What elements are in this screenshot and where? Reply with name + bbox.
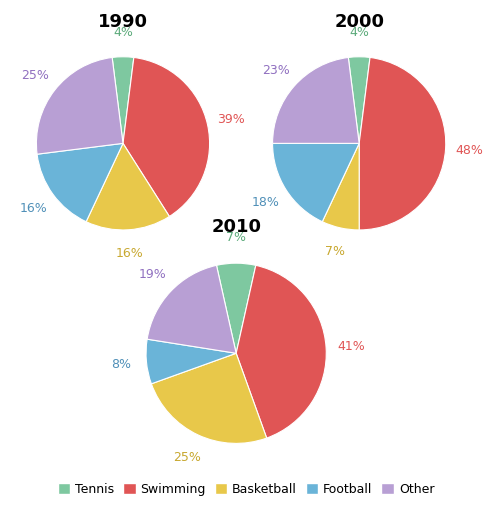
Text: 4%: 4% (349, 26, 369, 39)
Wedge shape (123, 57, 210, 217)
Wedge shape (147, 265, 236, 353)
Text: 25%: 25% (173, 451, 201, 464)
Text: 19%: 19% (138, 268, 166, 281)
Wedge shape (216, 263, 256, 353)
Wedge shape (273, 57, 359, 143)
Wedge shape (112, 57, 134, 143)
Text: 41%: 41% (338, 339, 365, 353)
Legend: Tennis, Swimming, Basketball, Football, Other: Tennis, Swimming, Basketball, Football, … (53, 478, 439, 501)
Text: 8%: 8% (111, 358, 131, 371)
Title: 1990: 1990 (98, 13, 148, 31)
Text: 48%: 48% (456, 144, 484, 157)
Text: 4%: 4% (113, 26, 133, 39)
Wedge shape (322, 143, 359, 230)
Wedge shape (37, 143, 123, 222)
Wedge shape (236, 265, 326, 438)
Wedge shape (86, 143, 169, 230)
Wedge shape (273, 143, 359, 222)
Text: 25%: 25% (22, 69, 49, 82)
Wedge shape (146, 339, 236, 384)
Text: 16%: 16% (116, 247, 144, 261)
Wedge shape (152, 353, 267, 443)
Wedge shape (359, 57, 446, 230)
Text: 7%: 7% (325, 245, 345, 258)
Text: 16%: 16% (20, 202, 47, 215)
Text: 7%: 7% (226, 231, 246, 244)
Title: 2000: 2000 (334, 13, 384, 31)
Text: 18%: 18% (251, 196, 279, 209)
Text: 23%: 23% (262, 63, 290, 77)
Text: 39%: 39% (217, 113, 245, 125)
Wedge shape (348, 57, 370, 143)
Title: 2010: 2010 (211, 218, 261, 237)
Wedge shape (36, 57, 123, 154)
